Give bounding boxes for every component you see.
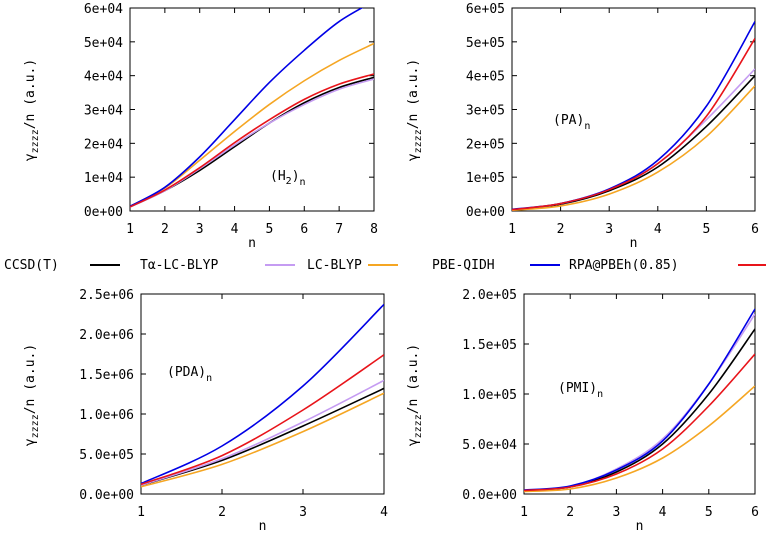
x-tick-label: 6 [751,222,759,237]
x-tick-label: 5 [705,505,713,520]
x-tick-label: 6 [751,505,759,520]
y-tick-label: 0.0e+00 [462,488,517,503]
x-tick-label: 4 [231,222,239,237]
y-tick-label: 0e+00 [84,205,123,220]
series-line-lc-blyp [141,392,384,488]
series-line-t-lc-blyp [141,379,384,486]
y-tick-label: 4e+05 [466,70,505,85]
series-line-lc-blyp [512,85,755,211]
series-line-pbe-qidh [524,308,755,491]
y-axis-label: γzzzz/n (a.u.) [23,344,41,446]
series-line-pbe-qidh [130,8,364,207]
y-axis-label: γzzzz/n (a.u.) [406,59,424,161]
series-line-ccsd-t- [141,387,384,486]
x-axis-label: n [248,236,256,251]
x-tick-label: 5 [702,222,710,237]
y-tick-label: 5e+05 [466,36,505,51]
y-axis-label: γzzzz/n (a.u.) [23,59,41,161]
series-line-pbe-qidh [141,303,384,485]
x-tick-label: 3 [196,222,204,237]
x-tick-label: 1 [508,222,516,237]
series-line-rpa-pbeh-0-85- [524,353,755,492]
panel-3: 1 2 3 4 0.0e+00 5.0e+05 1.0e+06 1.5e+06 2.0e+06 2… [23,288,388,534]
y-tick-label: 2.0e+05 [462,288,517,303]
x-tick-label: 1 [137,505,145,520]
y-tick-label: 2e+05 [466,137,505,152]
y-tick-label: 1e+04 [84,171,123,186]
y-tick-label: 1.0e+06 [79,408,134,423]
y-tick-label: 5.0e+05 [79,448,134,463]
y-tick-label: 6e+04 [84,2,123,17]
y-tick-label: 0e+00 [466,205,505,220]
y-tick-label: 1.5e+06 [79,368,134,383]
x-tick-label: 6 [300,222,308,237]
x-tick-label: 4 [654,222,662,237]
series-line-rpa-pbeh-0-85- [141,354,384,486]
panel-1: 1 2 3 4 5 6 7 8 0e+00 1e+04 2e+04 3e+04 4e+04 5e+04 6e… [23,2,378,251]
y-tick-label: 1e+05 [466,171,505,186]
y-tick-label: 1.5e+05 [462,338,517,353]
legend-label-ta-lc-blyp: Tα-LC-BLYP [140,258,218,273]
panel-2: 1 2 3 4 5 6 0e+00 1e+05 2e+05 3e+05 4e+05 5e+05 6e+0… [406,2,759,251]
x-tick-label: 1 [520,505,528,520]
series-line-rpa-pbeh-0-85- [130,73,374,208]
x-axis-label: n [636,519,644,534]
x-tick-label: 3 [299,505,307,520]
plot-frame [129,7,375,212]
x-tick-label: 2 [161,222,169,237]
y-tick-label: 6e+05 [466,2,505,17]
x-axis-label: n [630,236,638,251]
panel-label: (PMI)n [558,381,603,400]
legend-label-lc-blyp: LC-BLYP [307,258,362,273]
y-tick-label: 4e+04 [84,70,123,85]
y-tick-label: 1.0e+05 [462,388,517,403]
legend-label-pbe-qidh: PBE-QIDH [432,258,495,273]
panel-label: (PDA)n [167,365,212,384]
panel-4: 1 2 3 4 5 6 0.0e+00 5.0e+04 1.0e+05 1.5e+05 2.0e+0… [406,288,759,534]
series-line-ccsd-t- [524,328,755,492]
x-tick-label: 2 [218,505,226,520]
x-tick-label: 2 [566,505,574,520]
x-tick-label: 4 [380,505,388,520]
series-line-t-lc-blyp [512,68,755,211]
series-line-rpa-pbeh-0-85- [512,38,755,211]
legend-label-ccsd: CCSD(T) [4,258,59,273]
x-tick-label: 2 [557,222,565,237]
x-axis-label: n [259,519,267,534]
y-tick-label: 0.0e+00 [79,488,134,503]
plot-frame [140,293,385,495]
y-tick-label: 2.5e+06 [79,288,134,303]
panel-label: (H2)n [270,169,306,188]
x-tick-label: 7 [335,222,343,237]
x-tick-label: 4 [659,505,667,520]
series-line-lc-blyp [130,42,374,207]
y-axis-label: γzzzz/n (a.u.) [406,344,424,446]
x-tick-label: 8 [370,222,378,237]
y-tick-label: 5e+04 [84,36,123,51]
y-tick-label: 3e+04 [84,104,123,119]
x-tick-label: 3 [612,505,620,520]
x-tick-label: 5 [266,222,274,237]
x-tick-label: 3 [605,222,613,237]
y-tick-label: 5.0e+04 [462,438,517,453]
y-tick-label: 3e+05 [466,104,505,119]
series-line-ccsd-t- [512,75,755,211]
y-tick-label: 2e+04 [84,137,123,152]
y-tick-label: 2.0e+06 [79,328,134,343]
legend: CCSD(T) Tα-LC-BLYP LC-BLYP PBE-QIDH RPA@… [4,258,766,273]
panel-label: (PA)n [553,113,590,132]
series-line-lc-blyp [524,385,755,493]
x-tick-label: 1 [126,222,134,237]
legend-label-rpa-pbeh: RPA@PBEh(0.85) [569,258,679,273]
